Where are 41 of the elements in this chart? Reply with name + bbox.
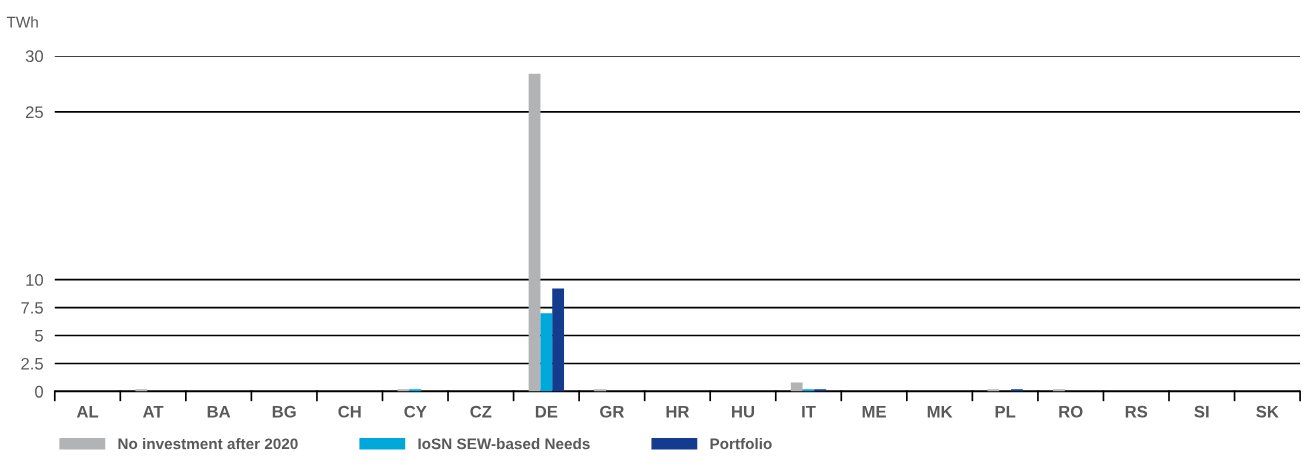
x-tick-label: AT	[143, 405, 164, 418]
y-tick-label: 30	[25, 50, 44, 63]
x-tick-label: DE	[535, 405, 558, 418]
x-tick-label: GR	[600, 405, 625, 418]
bar	[135, 389, 148, 392]
x-tick-label: SK	[1256, 405, 1279, 418]
x-tick-label: PL	[995, 405, 1016, 418]
bar	[528, 73, 541, 392]
x-tick-label: CZ	[470, 405, 492, 418]
x-tick-label: BA	[207, 405, 231, 418]
x-tick-label: IT	[802, 405, 816, 418]
x-tick-label: AL	[76, 405, 99, 418]
x-tick-label: SI	[1194, 405, 1209, 418]
bar	[1011, 389, 1023, 392]
x-tick-label: CY	[404, 405, 427, 418]
bar	[552, 288, 565, 392]
y-axis-title: TWh	[6, 16, 38, 28]
bar	[409, 389, 422, 392]
x-tick-label: MK	[927, 405, 953, 418]
y-tick-label: 7.5	[21, 302, 43, 314]
bar	[987, 389, 1000, 392]
x-tick-label: RO	[1059, 405, 1083, 418]
y-tick-label: 2.5	[21, 357, 43, 370]
bar	[814, 389, 827, 392]
x-tick-label: HU	[732, 405, 754, 418]
bar	[540, 313, 553, 392]
bar	[1052, 389, 1065, 392]
x-tick-label: CH	[338, 405, 361, 418]
legend-label: Portfolio	[710, 438, 772, 450]
y-tick-label: 5	[35, 330, 43, 342]
legend-label: No investment after 2020	[118, 438, 298, 450]
y-tick-label: 10	[26, 274, 44, 286]
x-tick-label: HR	[666, 405, 690, 418]
bar	[594, 389, 606, 392]
x-tick-label: ME	[862, 405, 886, 418]
y-tick-label: 0	[35, 385, 44, 398]
bar	[790, 382, 803, 392]
legend-label: IoSN SEW-based Needs	[418, 438, 590, 450]
x-tick-label: BG	[272, 405, 296, 418]
x-tick-label: RS	[1125, 405, 1148, 418]
y-tick-label: 25	[25, 106, 43, 119]
